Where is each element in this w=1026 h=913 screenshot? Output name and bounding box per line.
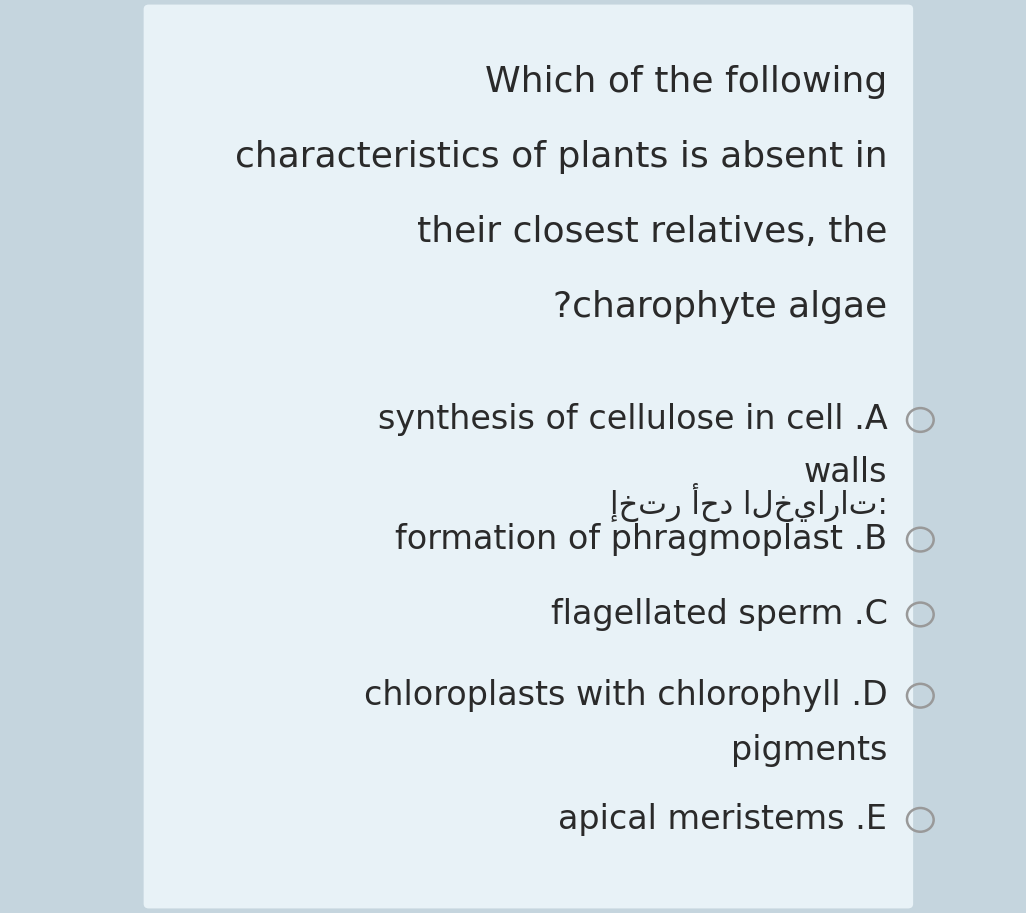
Text: their closest relatives, the: their closest relatives, the	[418, 215, 887, 249]
Text: flagellated sperm .C: flagellated sperm .C	[551, 598, 887, 631]
Text: pigments: pigments	[732, 734, 887, 767]
Text: formation of phragmoplast .B: formation of phragmoplast .B	[395, 523, 887, 556]
Text: إختر أحد الخيارات:: إختر أحد الخيارات:	[609, 483, 887, 521]
Text: Which of the following: Which of the following	[485, 65, 887, 100]
Text: synthesis of cellulose in cell .A: synthesis of cellulose in cell .A	[378, 404, 887, 436]
FancyBboxPatch shape	[144, 5, 913, 908]
Text: apical meristems .E: apical meristems .E	[558, 803, 887, 836]
Text: chloroplasts with chlorophyll .D: chloroplasts with chlorophyll .D	[364, 679, 887, 712]
Text: characteristics of plants is absent in: characteristics of plants is absent in	[235, 140, 887, 174]
Text: ?charophyte algae: ?charophyte algae	[553, 289, 887, 324]
Text: walls: walls	[804, 456, 887, 489]
